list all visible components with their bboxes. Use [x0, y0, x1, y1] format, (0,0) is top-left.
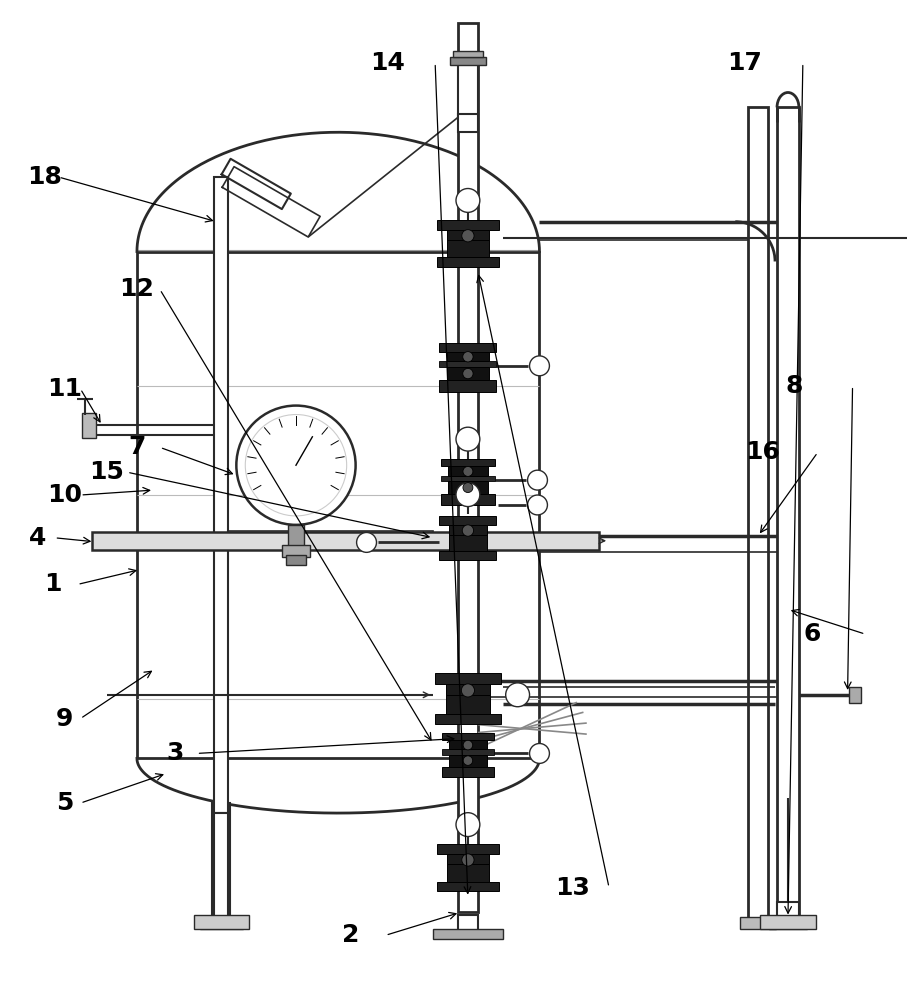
Bar	[199, 917, 243, 929]
Bar	[286, 555, 306, 565]
Bar	[433, 929, 502, 939]
Circle shape	[463, 352, 473, 362]
Bar	[438, 844, 499, 854]
Text: 1: 1	[44, 572, 61, 596]
Bar	[440, 551, 496, 560]
Bar	[136, 252, 540, 758]
Bar	[447, 352, 489, 361]
Text: 17: 17	[727, 51, 762, 75]
Circle shape	[456, 427, 480, 451]
Bar	[740, 917, 776, 929]
Circle shape	[461, 230, 474, 242]
Bar	[215, 177, 228, 813]
Bar	[760, 915, 815, 929]
Text: 5: 5	[56, 791, 73, 815]
Text: 4: 4	[28, 526, 46, 550]
Circle shape	[462, 525, 473, 536]
Bar	[213, 803, 230, 917]
Bar	[440, 380, 496, 392]
Bar	[748, 107, 768, 922]
Bar	[446, 695, 490, 714]
Text: 18: 18	[27, 165, 62, 189]
Bar	[449, 740, 487, 749]
Bar	[448, 481, 488, 494]
Circle shape	[357, 532, 377, 552]
Text: 2: 2	[342, 923, 359, 947]
Circle shape	[463, 368, 473, 379]
Bar	[447, 367, 489, 380]
Bar	[450, 57, 486, 65]
Bar	[447, 854, 489, 864]
Text: 10: 10	[46, 483, 82, 507]
Bar	[228, 531, 433, 545]
Bar	[458, 915, 478, 932]
Bar	[849, 687, 861, 703]
Circle shape	[237, 406, 356, 525]
Bar	[440, 476, 495, 481]
Circle shape	[463, 483, 473, 493]
Circle shape	[461, 684, 474, 697]
Bar	[288, 525, 304, 547]
Circle shape	[456, 813, 480, 837]
Circle shape	[456, 483, 480, 507]
Text: 9: 9	[56, 707, 73, 731]
Bar	[440, 361, 496, 367]
Bar	[449, 755, 487, 767]
Bar	[194, 915, 249, 929]
Bar	[440, 343, 496, 352]
Bar	[435, 714, 500, 724]
Circle shape	[463, 466, 473, 476]
Bar	[458, 63, 478, 117]
Bar	[435, 673, 500, 684]
Text: 15: 15	[89, 460, 125, 484]
Bar	[777, 902, 799, 917]
Text: 8: 8	[785, 374, 803, 398]
Bar	[438, 882, 499, 891]
Text: 6: 6	[804, 622, 821, 646]
Bar	[446, 684, 490, 695]
Bar	[449, 535, 487, 551]
Bar	[458, 114, 478, 132]
Text: 13: 13	[555, 876, 590, 900]
Bar	[282, 545, 310, 557]
Bar	[438, 257, 499, 267]
Bar	[448, 466, 488, 476]
Text: 16: 16	[745, 440, 780, 464]
Bar	[453, 51, 483, 57]
Bar	[82, 413, 96, 438]
Text: 7: 7	[128, 435, 146, 459]
Bar	[441, 749, 494, 755]
Circle shape	[463, 740, 472, 750]
Circle shape	[456, 189, 480, 212]
Bar	[440, 459, 495, 466]
Bar	[447, 240, 489, 257]
Text: 14: 14	[369, 51, 405, 75]
Bar	[447, 864, 489, 882]
Circle shape	[528, 470, 548, 490]
Bar	[777, 107, 799, 922]
Bar	[458, 23, 478, 912]
Bar	[440, 516, 496, 525]
Text: 3: 3	[166, 741, 183, 765]
Bar	[215, 813, 228, 917]
Text: 12: 12	[119, 277, 154, 301]
Circle shape	[461, 854, 474, 866]
Circle shape	[530, 356, 550, 376]
Bar	[440, 494, 495, 505]
Bar	[438, 220, 499, 230]
Bar	[92, 532, 599, 550]
Bar	[441, 767, 494, 777]
Circle shape	[530, 744, 550, 763]
Text: 11: 11	[46, 377, 82, 401]
Bar	[447, 230, 489, 240]
Circle shape	[506, 683, 530, 707]
Bar	[449, 525, 487, 535]
Circle shape	[246, 415, 347, 516]
Circle shape	[463, 756, 472, 765]
Circle shape	[528, 495, 548, 515]
Bar	[769, 919, 807, 929]
Bar	[441, 733, 494, 740]
